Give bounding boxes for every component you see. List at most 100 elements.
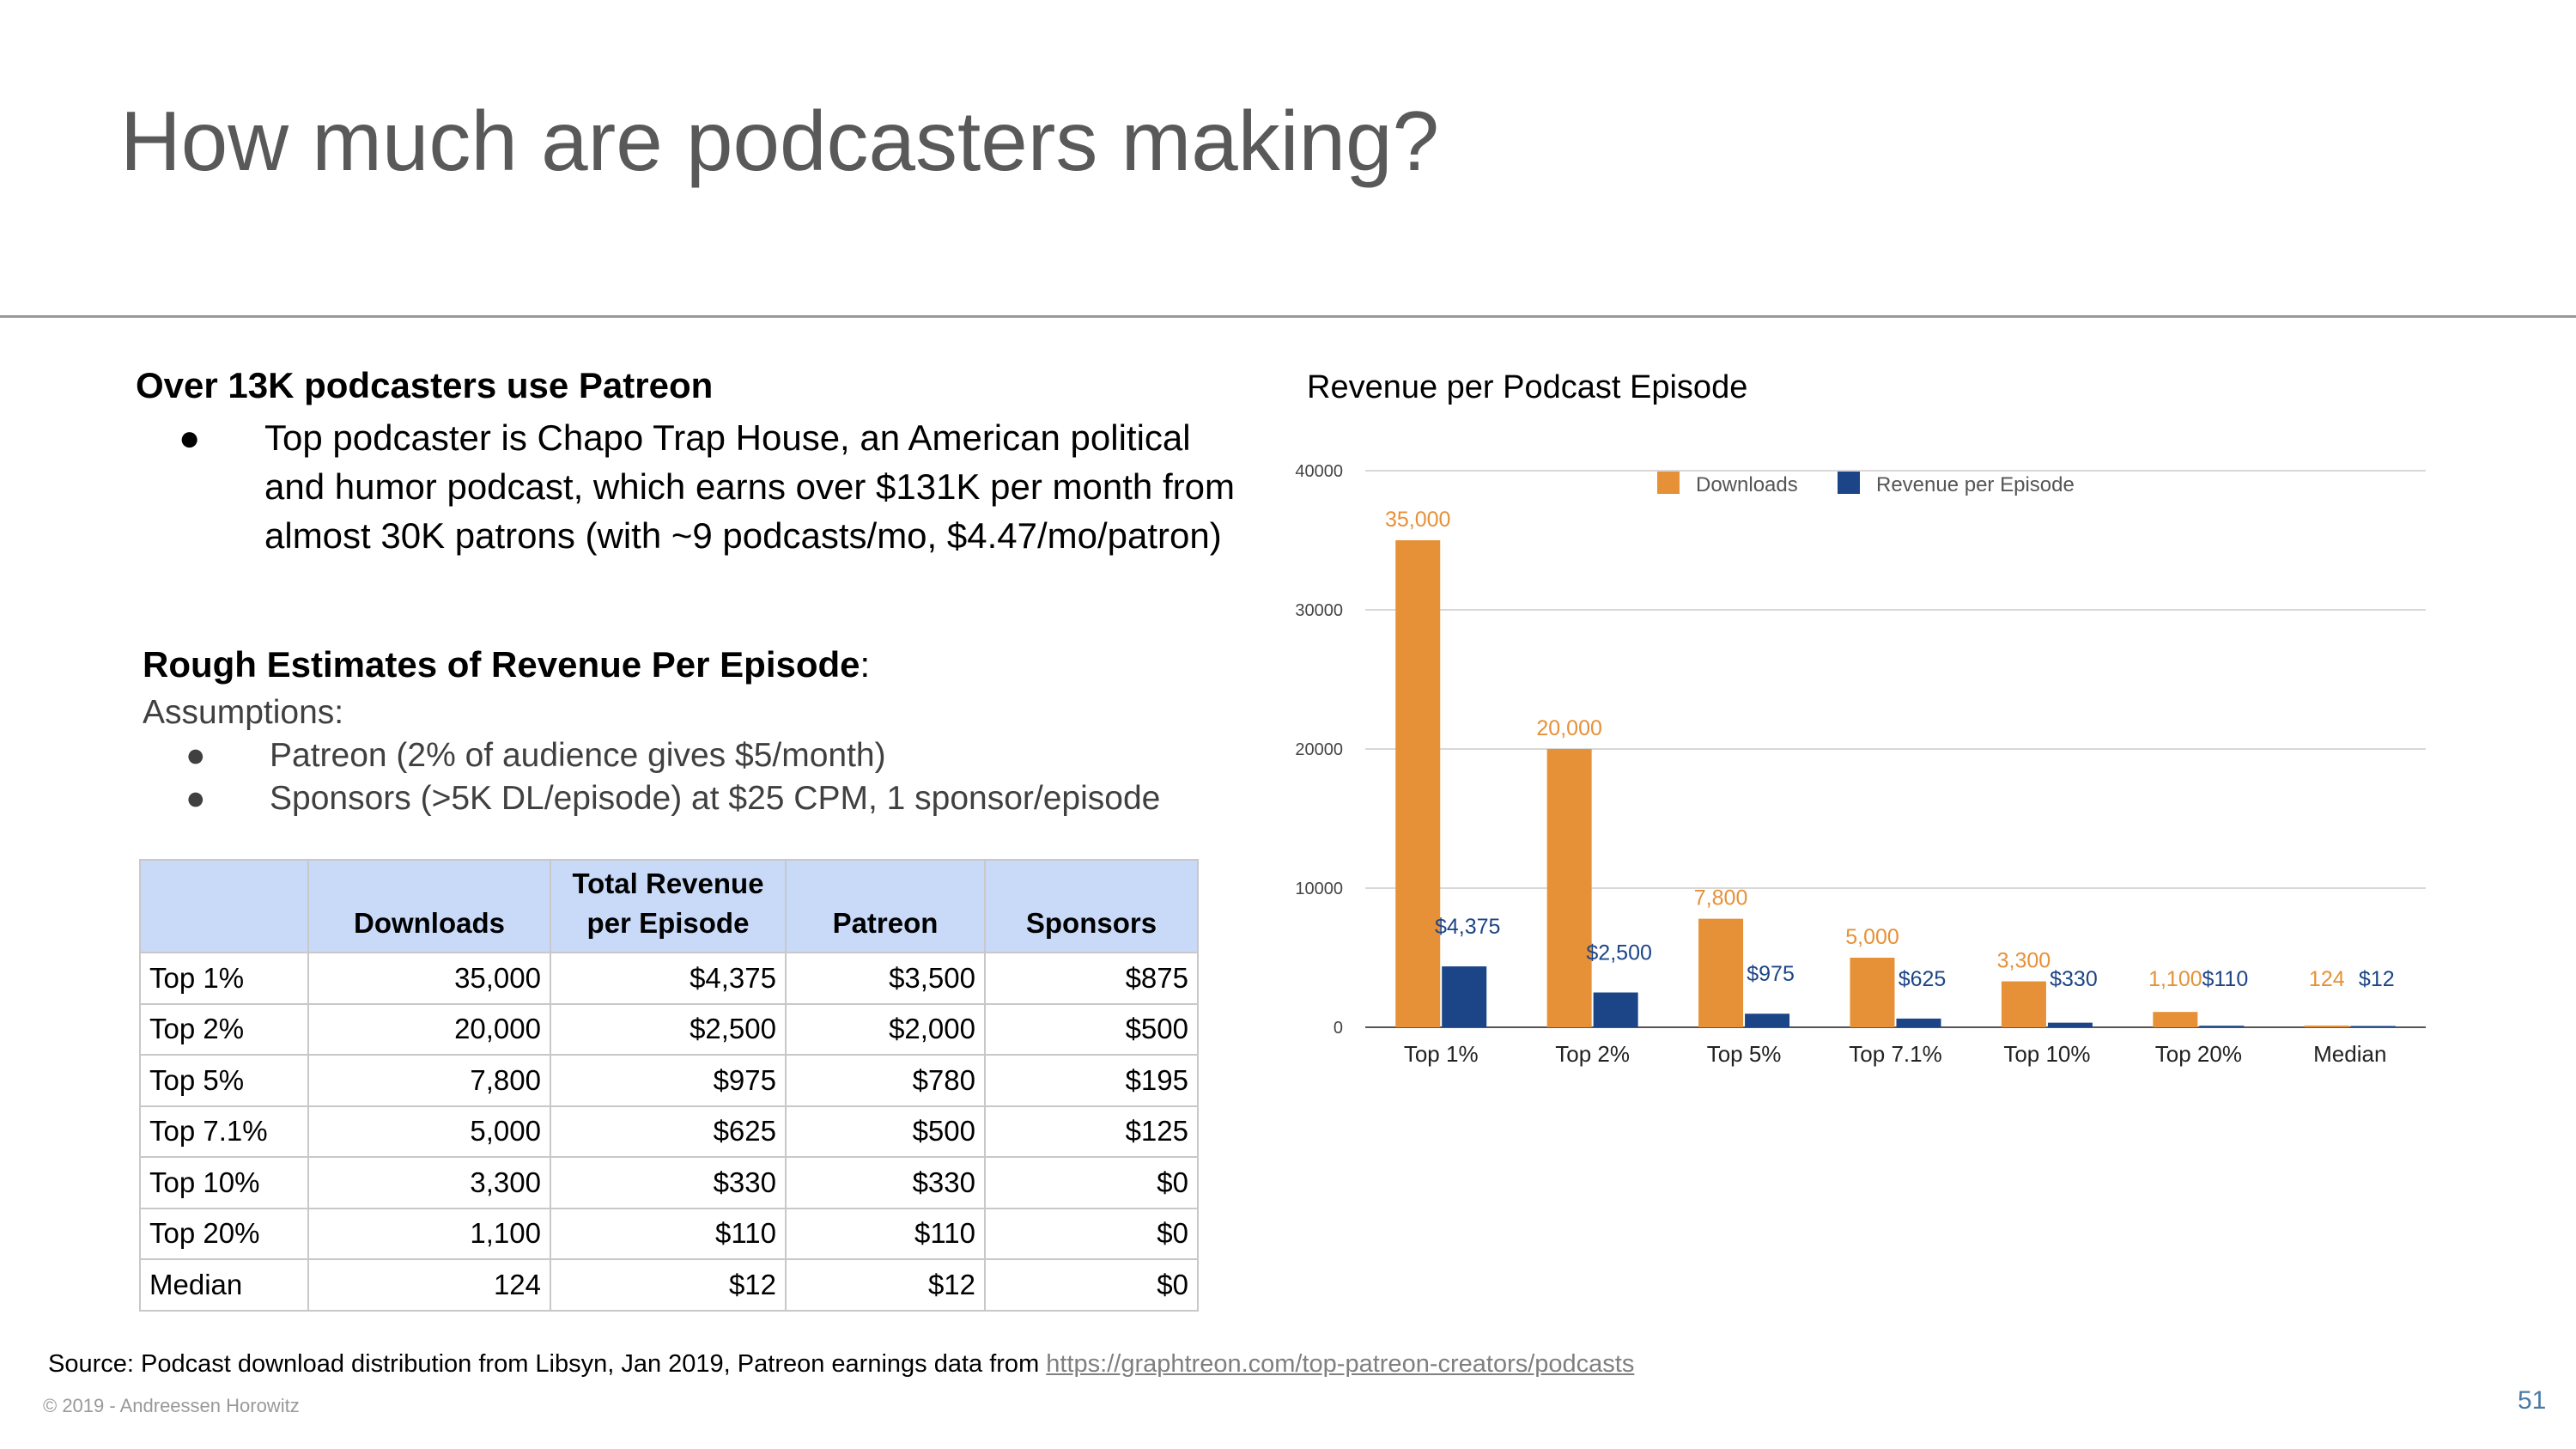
- chart-title: Revenue per Podcast Episode: [1307, 369, 1747, 405]
- revenue-data-label: $975: [1747, 962, 1795, 986]
- patreon-bullet-text: Top podcaster is Chapo Trap House, an Am…: [264, 417, 1235, 556]
- revenue-data-label: $110: [2202, 967, 2248, 991]
- slide-title: How much are podcasters making?: [120, 94, 1440, 188]
- downloads-bar: [1698, 918, 1744, 1027]
- table-cell: $110: [785, 1207, 986, 1260]
- revenue-bar: [2199, 1026, 2245, 1027]
- y-tick-label: 10000: [1295, 880, 1343, 898]
- revenue-bar: [1593, 992, 1638, 1027]
- x-tick-label: Top 20%: [2155, 1041, 2242, 1067]
- table-header-cell: Sponsors: [984, 859, 1199, 953]
- downloads-bar: [1395, 540, 1441, 1027]
- revenue-bar: [2350, 1026, 2396, 1027]
- y-tick-label: 30000: [1295, 601, 1343, 620]
- table-row: Top 10% 3,300 $330 $330 $0: [139, 1156, 1199, 1209]
- revenue-bar: [1896, 1018, 1941, 1027]
- x-tick-label: Top 2%: [1555, 1041, 1630, 1067]
- table-cell: 3,300: [307, 1156, 551, 1209]
- copyright: © 2019 - Andreessen Horowitz: [43, 1395, 300, 1416]
- revenue-data-label: $625: [1899, 967, 1947, 991]
- table-cell: $12: [785, 1258, 986, 1312]
- table-cell: $3,500: [785, 952, 986, 1005]
- table-cell: $125: [984, 1105, 1199, 1158]
- patreon-heading: Over 13K podcasters use Patreon: [136, 365, 714, 405]
- x-tick-label: Top 7.1%: [1849, 1041, 1941, 1067]
- assumptions-label: Assumptions:: [143, 694, 344, 731]
- table-header-cell: Downloads: [307, 859, 551, 953]
- bullet-icon: ●: [185, 737, 206, 774]
- table-row: Top 20% 1,100 $110 $110 $0: [139, 1207, 1199, 1260]
- y-tick-label: 40000: [1295, 462, 1343, 481]
- table-header-cell: Patreon: [785, 859, 986, 953]
- revenue-table: Downloads Total Revenue per Episode Patr…: [139, 859, 1199, 1312]
- table-cell: $0: [984, 1156, 1199, 1209]
- table-row: Top 5% 7,800 $975 $780 $195: [139, 1054, 1199, 1107]
- page-number: 51: [2518, 1386, 2547, 1415]
- table-row: Top 2% 20,000 $2,500 $2,000 $500: [139, 1002, 1199, 1056]
- title-divider: [0, 315, 2576, 318]
- downloads-bar: [1850, 958, 1895, 1027]
- table-row: Median 124 $12 $12 $0: [139, 1258, 1199, 1312]
- estimates-heading: Rough Estimates of Revenue Per Episode:: [143, 644, 870, 685]
- table-cell: Top 20%: [139, 1207, 309, 1260]
- table-cell: 124: [307, 1258, 551, 1312]
- table-cell: 20,000: [307, 1002, 551, 1056]
- table-cell: $110: [550, 1207, 787, 1260]
- table-cell: $780: [785, 1054, 986, 1107]
- table-row: Top 7.1% 5,000 $625 $500 $125: [139, 1105, 1199, 1158]
- table-cell: $2,000: [785, 1002, 986, 1056]
- table-cell: $500: [785, 1105, 986, 1158]
- legend-label: Downloads: [1696, 473, 1798, 496]
- table-cell: $975: [550, 1054, 787, 1107]
- assumption-text: Sponsors (>5K DL/episode) at $25 CPM, 1 …: [270, 780, 1161, 817]
- revenue-chart: Revenue per Podcast Episode 0 10000 20000 30…: [1295, 369, 2426, 1067]
- x-tick-label: Median: [2313, 1041, 2386, 1067]
- table-cell: Top 2%: [139, 1002, 309, 1056]
- x-tick-label: Top 5%: [1707, 1041, 1782, 1067]
- downloads-bar: [1546, 749, 1592, 1027]
- table-cell: $195: [984, 1054, 1199, 1107]
- revenue-bar: [1745, 1014, 1790, 1027]
- table-cell: $0: [984, 1258, 1199, 1312]
- downloads-data-label: 3,300: [1997, 949, 2051, 973]
- downloads-bar: [2001, 981, 2046, 1027]
- estimates-heading-text: Rough Estimates of Revenue Per Episode: [143, 644, 860, 685]
- table-cell: $0: [984, 1207, 1199, 1260]
- estimates-heading-colon: :: [860, 644, 871, 685]
- table-cell: 5,000: [307, 1105, 551, 1158]
- downloads-data-label: 1,100: [2148, 967, 2202, 991]
- source-note: Source: Podcast download distribution fr…: [48, 1350, 1634, 1379]
- table-header-cell: [139, 859, 309, 953]
- legend-swatch: [1838, 472, 1860, 494]
- assumption-text: Patreon (2% of audience gives $5/month): [270, 737, 886, 774]
- downloads-data-label: 124: [2309, 967, 2345, 991]
- patreon-section: Over 13K podcasters use Patreon ● Top po…: [136, 365, 1252, 560]
- downloads-data-label: 35,000: [1385, 508, 1450, 532]
- table-cell: $12: [550, 1258, 787, 1312]
- table-cell: $330: [785, 1156, 986, 1209]
- table-cell: Top 7.1%: [139, 1105, 309, 1158]
- table-cell: $2,500: [550, 1002, 787, 1056]
- bullet-icon: ●: [185, 780, 206, 817]
- downloads-bar: [2153, 1012, 2198, 1027]
- source-text: Source: Podcast download distribution fr…: [48, 1350, 1047, 1378]
- table-cell: Median: [139, 1258, 309, 1312]
- x-tick-label: Top 1%: [1404, 1041, 1479, 1067]
- table-cell: 35,000: [307, 952, 551, 1005]
- table-cell: 7,800: [307, 1054, 551, 1107]
- bullet-icon: ●: [179, 417, 201, 458]
- table-cell: $330: [550, 1156, 787, 1209]
- table-header-cell: Total Revenue per Episode: [550, 859, 787, 953]
- x-tick-label: Top 10%: [2003, 1041, 2090, 1067]
- downloads-bar: [2304, 1025, 2349, 1027]
- y-tick-label: 20000: [1295, 740, 1343, 759]
- table-cell: $875: [984, 952, 1199, 1005]
- table-cell: Top 1%: [139, 952, 309, 1005]
- revenue-data-label: $330: [2050, 967, 2098, 991]
- legend-label: Revenue per Episode: [1876, 473, 2075, 496]
- revenue-bar: [1442, 966, 1487, 1027]
- source-link[interactable]: https://graphtreon.com/top-patreon-creat…: [1046, 1350, 1635, 1378]
- revenue-data-label: $2,500: [1586, 941, 1651, 965]
- table-cell: Top 10%: [139, 1156, 309, 1209]
- downloads-data-label: 5,000: [1845, 925, 1899, 949]
